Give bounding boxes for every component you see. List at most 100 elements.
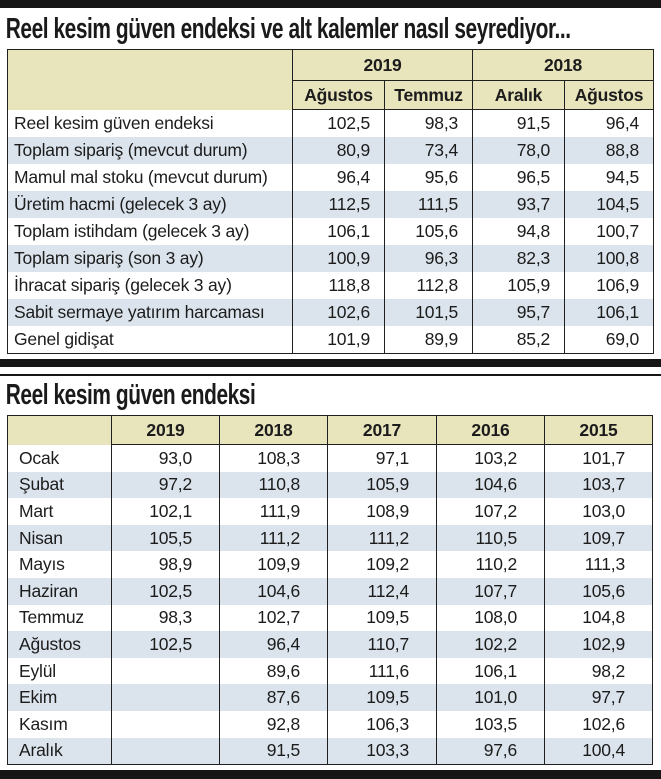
value-cell: 106,9 [564, 272, 654, 299]
table1-header: 2019 2018 Ağustos Temmuz Aralık Ağustos [7, 49, 654, 110]
value-cell: 101,7 [544, 444, 653, 472]
value-cell: 102,7 [219, 604, 328, 632]
value-cell: 100,9 [292, 245, 385, 272]
value-cell: 102,5 [111, 577, 220, 605]
value-cell: 106,1 [292, 218, 385, 245]
row-label: Ağustos [19, 633, 81, 654]
table2-header: 2019 2018 2017 2016 2015 [7, 415, 653, 445]
row-label: Kasım [19, 713, 68, 734]
row-label: Sabit sermaye yatırım harcaması [14, 302, 265, 322]
table-row: Nisan 105,5 111,2 111,2 110,5 109,7 [7, 524, 653, 552]
value-cell: 108,9 [327, 498, 437, 525]
row-label: Toplam sipariş (mevcut durum) [14, 140, 248, 160]
value-cell: 96,4 [219, 631, 328, 658]
column-header-2018: 2018 [219, 415, 328, 445]
value-cell [111, 684, 220, 711]
table-row: Reel kesim güven endeksi 102,5 98,3 91,5 96,… [8, 109, 654, 137]
top-rule [0, 0, 661, 8]
value-cell: 110,8 [219, 471, 328, 499]
value-cell: 97,2 [111, 471, 220, 499]
value-cell: 105,6 [544, 577, 653, 605]
value-cell: 87,6 [219, 684, 328, 711]
table-row: Genel gidişat 101,9 89,9 85,2 69,0 [8, 326, 654, 354]
value-cell: 109,2 [327, 551, 437, 578]
value-cell: 106,3 [327, 710, 437, 738]
value-cell: 103,7 [544, 471, 653, 499]
table2-corner-cell [7, 415, 112, 445]
value-cell: 112,5 [292, 191, 385, 218]
section2-top-rule [0, 374, 661, 376]
value-cell: 103,2 [436, 444, 545, 472]
value-cell: 100,4 [544, 737, 653, 765]
column-header-agustos-2018: Ağustos [564, 80, 654, 110]
row-label: Eylül [19, 660, 56, 681]
column-header-2019: 2019 [111, 415, 220, 445]
column-header-2016: 2016 [436, 415, 545, 445]
value-cell: 96,3 [383, 245, 473, 272]
section2-title: Reel kesim güven endeksi [5, 379, 256, 411]
column-header-2017: 2017 [327, 415, 437, 445]
value-cell: 95,7 [472, 299, 565, 326]
value-cell: 104,8 [544, 604, 653, 632]
table-row: Mamul mal stoku (mevcut durum) 96,4 95,6 96… [8, 164, 654, 191]
value-cell: 89,9 [383, 326, 473, 354]
value-cell: 98,9 [111, 551, 220, 578]
bottom-rule [0, 770, 661, 779]
value-cell: 96,4 [292, 164, 385, 191]
value-cell: 107,7 [436, 577, 545, 605]
value-cell: 102,6 [544, 710, 653, 738]
value-cell: 105,6 [383, 218, 473, 245]
value-cell: 109,5 [327, 604, 437, 632]
year-group-2018: 2018 [472, 49, 654, 81]
value-cell: 93,0 [111, 444, 220, 472]
value-cell: 102,5 [292, 109, 385, 137]
value-cell: 106,1 [564, 299, 654, 326]
table-row: Mayıs 98,9 109,9 109,2 110,2 111,3 [8, 551, 653, 578]
table-row: Toplam sipariş (mevcut durum) 80,9 73,4 78,… [7, 137, 654, 164]
value-cell: 111,2 [219, 524, 328, 552]
section-divider-rule [0, 359, 661, 367]
table-row: İhracat sipariş (gelecek 3 ay) 118,8 112,8… [8, 272, 654, 299]
value-cell: 94,8 [472, 218, 565, 245]
value-cell [111, 710, 220, 738]
value-cell: 103,5 [436, 710, 545, 738]
row-label: Haziran [19, 580, 78, 601]
value-cell: 94,5 [564, 164, 654, 191]
table2-body: Ocak 93,0 108,3 97,1 103,2 101,7 Şubat 97,2 110,… [7, 444, 653, 765]
value-cell: 73,4 [383, 137, 473, 164]
value-cell: 111,9 [219, 498, 328, 525]
row-label: Ocak [19, 447, 60, 468]
column-header-2015: 2015 [544, 415, 653, 445]
value-cell: 105,5 [111, 524, 220, 552]
value-cell: 97,1 [327, 444, 437, 472]
value-cell: 111,6 [327, 657, 437, 685]
row-label: Toplam istihdam (gelecek 3 ay) [14, 221, 250, 241]
row-label: Temmuz [19, 607, 84, 628]
value-cell: 102,9 [544, 631, 653, 658]
value-cell: 103,0 [544, 498, 653, 525]
value-cell [111, 657, 220, 685]
table-row: Üretim hacmi (gelecek 3 ay) 112,5 111,5 93,… [7, 191, 654, 218]
table-row: Şubat 97,2 110,8 105,9 104,6 103,7 [7, 471, 653, 499]
row-label: Mayıs [19, 554, 65, 575]
value-cell: 97,6 [436, 737, 545, 765]
value-cell: 102,2 [436, 631, 545, 658]
section1-title: Reel kesim güven endeksi ve alt kalemler… [5, 13, 571, 45]
value-cell: 92,8 [219, 710, 328, 738]
value-cell: 85,2 [472, 326, 565, 354]
table-row: Toplam sipariş (son 3 ay) 100,9 96,3 82,3 10… [7, 245, 654, 272]
table-row: Kasım 92,8 106,3 103,5 102,6 [8, 710, 653, 738]
table-row: Aralık 91,5 103,3 97,6 100,4 [7, 737, 653, 765]
value-cell: 103,3 [327, 737, 437, 765]
value-cell: 101,0 [436, 684, 545, 711]
value-cell: 109,5 [327, 684, 437, 711]
value-cell: 89,6 [219, 657, 328, 685]
value-cell: 101,5 [383, 299, 473, 326]
value-cell: 101,9 [292, 326, 385, 354]
table-row: Eylül 89,6 111,6 106,1 98,2 [8, 657, 653, 685]
value-cell: 80,9 [292, 137, 385, 164]
table-row: Ocak 93,0 108,3 97,1 103,2 101,7 [8, 444, 653, 472]
value-cell: 111,5 [383, 191, 473, 218]
value-cell: 118,8 [292, 272, 385, 299]
value-cell: 104,5 [564, 191, 654, 218]
